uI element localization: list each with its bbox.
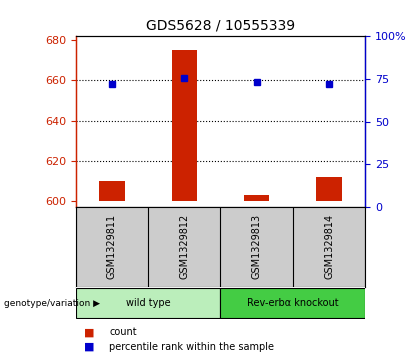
Text: genotype/variation ▶: genotype/variation ▶ xyxy=(4,299,100,307)
Text: GSM1329814: GSM1329814 xyxy=(324,214,334,280)
Bar xyxy=(244,195,269,201)
Text: ■: ■ xyxy=(84,327,94,337)
Text: percentile rank within the sample: percentile rank within the sample xyxy=(109,342,274,352)
Bar xyxy=(172,50,197,201)
Bar xyxy=(317,177,342,201)
Bar xyxy=(99,181,124,201)
Title: GDS5628 / 10555339: GDS5628 / 10555339 xyxy=(146,19,295,32)
Text: GSM1329812: GSM1329812 xyxy=(179,214,189,280)
Text: GSM1329813: GSM1329813 xyxy=(252,214,262,280)
Bar xyxy=(220,288,365,318)
Text: count: count xyxy=(109,327,137,337)
Bar xyxy=(76,288,220,318)
Text: Rev-erbα knockout: Rev-erbα knockout xyxy=(247,298,339,308)
Text: GSM1329811: GSM1329811 xyxy=(107,214,117,280)
Text: wild type: wild type xyxy=(126,298,171,308)
Text: ■: ■ xyxy=(84,342,94,352)
